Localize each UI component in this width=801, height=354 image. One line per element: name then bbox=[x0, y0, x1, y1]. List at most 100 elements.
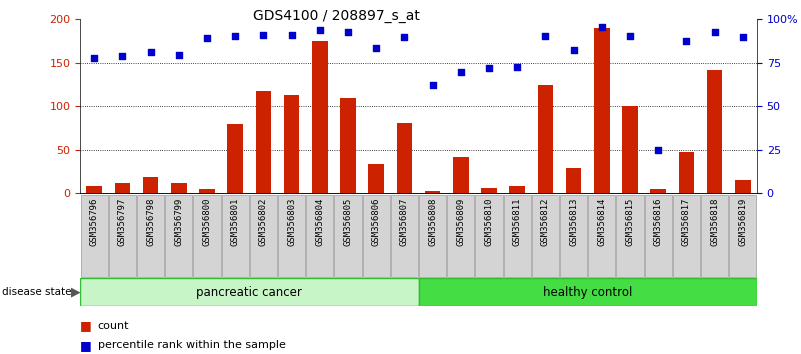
Bar bbox=[87, 186, 102, 193]
FancyBboxPatch shape bbox=[476, 195, 502, 277]
Text: GSM356808: GSM356808 bbox=[428, 197, 437, 246]
FancyBboxPatch shape bbox=[165, 195, 192, 277]
Bar bbox=[143, 177, 159, 193]
Text: GSM356806: GSM356806 bbox=[372, 197, 380, 246]
Point bbox=[454, 69, 467, 74]
Point bbox=[708, 30, 721, 35]
Point bbox=[88, 56, 101, 61]
Text: count: count bbox=[98, 321, 129, 331]
Bar bbox=[368, 164, 384, 193]
Point bbox=[144, 50, 157, 55]
Point bbox=[511, 64, 524, 70]
Bar bbox=[171, 183, 187, 193]
Text: GSM356815: GSM356815 bbox=[626, 197, 634, 246]
Bar bbox=[509, 186, 525, 193]
Bar bbox=[453, 156, 469, 193]
FancyBboxPatch shape bbox=[222, 195, 249, 277]
Text: ■: ■ bbox=[80, 339, 92, 352]
FancyBboxPatch shape bbox=[306, 195, 333, 277]
Point bbox=[426, 82, 439, 87]
FancyBboxPatch shape bbox=[673, 195, 700, 277]
Text: disease state: disease state bbox=[2, 287, 71, 297]
Text: GSM356800: GSM356800 bbox=[203, 197, 211, 246]
Point bbox=[200, 35, 213, 40]
Bar bbox=[284, 95, 300, 193]
Point bbox=[341, 30, 354, 35]
Bar bbox=[650, 189, 666, 193]
Text: percentile rank within the sample: percentile rank within the sample bbox=[98, 340, 286, 350]
Text: GSM356816: GSM356816 bbox=[654, 197, 662, 246]
FancyBboxPatch shape bbox=[532, 195, 559, 277]
Text: GSM356799: GSM356799 bbox=[175, 197, 183, 246]
FancyBboxPatch shape bbox=[419, 195, 446, 277]
FancyBboxPatch shape bbox=[645, 195, 672, 277]
FancyBboxPatch shape bbox=[617, 195, 643, 277]
FancyBboxPatch shape bbox=[391, 195, 418, 277]
Point bbox=[483, 65, 496, 71]
Point bbox=[116, 53, 129, 59]
Text: ▶: ▶ bbox=[70, 286, 80, 298]
FancyBboxPatch shape bbox=[447, 195, 474, 277]
Bar bbox=[735, 180, 751, 193]
Bar bbox=[312, 41, 328, 193]
Point bbox=[370, 45, 383, 51]
FancyBboxPatch shape bbox=[701, 195, 728, 277]
Bar bbox=[594, 28, 610, 193]
Point bbox=[285, 32, 298, 38]
Point bbox=[567, 47, 580, 53]
Text: GSM356819: GSM356819 bbox=[739, 197, 747, 246]
Bar bbox=[622, 106, 638, 193]
Bar bbox=[707, 70, 723, 193]
Bar bbox=[199, 189, 215, 193]
Text: ■: ■ bbox=[80, 319, 92, 332]
Bar bbox=[425, 191, 441, 193]
FancyBboxPatch shape bbox=[80, 278, 418, 306]
Text: GDS4100 / 208897_s_at: GDS4100 / 208897_s_at bbox=[253, 9, 420, 23]
Bar bbox=[256, 91, 272, 193]
Point bbox=[172, 52, 185, 58]
FancyBboxPatch shape bbox=[137, 195, 164, 277]
Point bbox=[398, 34, 411, 40]
Text: GSM356796: GSM356796 bbox=[90, 197, 99, 246]
Bar bbox=[227, 124, 243, 193]
Bar bbox=[115, 183, 130, 193]
Text: GSM356810: GSM356810 bbox=[485, 197, 493, 246]
Text: GSM356798: GSM356798 bbox=[146, 197, 155, 246]
Bar bbox=[340, 97, 356, 193]
Text: GSM356803: GSM356803 bbox=[287, 197, 296, 246]
Text: pancreatic cancer: pancreatic cancer bbox=[196, 286, 302, 298]
FancyBboxPatch shape bbox=[588, 195, 615, 277]
FancyBboxPatch shape bbox=[363, 195, 390, 277]
Text: GSM356814: GSM356814 bbox=[598, 197, 606, 246]
Text: healthy control: healthy control bbox=[543, 286, 633, 298]
Text: GSM356811: GSM356811 bbox=[513, 197, 521, 246]
Text: GSM356809: GSM356809 bbox=[457, 197, 465, 246]
Point bbox=[652, 147, 665, 152]
FancyBboxPatch shape bbox=[560, 195, 587, 277]
Point bbox=[736, 34, 749, 40]
Point bbox=[257, 32, 270, 38]
Text: GSM356817: GSM356817 bbox=[682, 197, 691, 246]
Point bbox=[680, 38, 693, 44]
Bar bbox=[566, 168, 582, 193]
FancyBboxPatch shape bbox=[729, 195, 756, 277]
Point bbox=[229, 33, 242, 39]
Point bbox=[539, 33, 552, 39]
Text: GSM356802: GSM356802 bbox=[259, 197, 268, 246]
Text: GSM356812: GSM356812 bbox=[541, 197, 550, 246]
Text: GSM356813: GSM356813 bbox=[570, 197, 578, 246]
FancyBboxPatch shape bbox=[194, 195, 220, 277]
Text: GSM356804: GSM356804 bbox=[316, 197, 324, 246]
FancyBboxPatch shape bbox=[81, 195, 108, 277]
FancyBboxPatch shape bbox=[109, 195, 136, 277]
FancyBboxPatch shape bbox=[504, 195, 531, 277]
Bar bbox=[678, 152, 694, 193]
Bar bbox=[537, 85, 553, 193]
FancyBboxPatch shape bbox=[250, 195, 277, 277]
FancyBboxPatch shape bbox=[278, 195, 305, 277]
Bar bbox=[396, 123, 413, 193]
Point bbox=[624, 33, 637, 39]
Text: GSM356801: GSM356801 bbox=[231, 197, 239, 246]
Text: GSM356797: GSM356797 bbox=[118, 197, 127, 246]
Text: GSM356818: GSM356818 bbox=[710, 197, 719, 246]
